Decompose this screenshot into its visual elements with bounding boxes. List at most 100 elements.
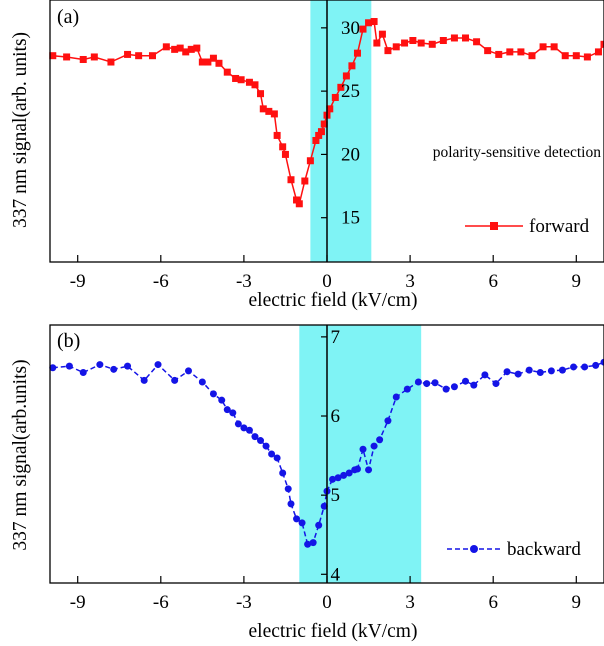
- panel-b-data-point: [293, 515, 301, 523]
- panel-a-data-point: [265, 107, 273, 115]
- panel-b-data-point: [600, 358, 604, 366]
- panel-a-data-point: [187, 45, 195, 53]
- panel-b-data-point: [345, 469, 353, 477]
- panel-a-data-point: [245, 78, 253, 86]
- panel-b-data-point: [268, 450, 276, 458]
- panel-b-data-point: [223, 406, 231, 414]
- panel-a-data-point: [373, 39, 381, 47]
- panel-b-data-point: [581, 363, 589, 371]
- panel-a-annotation: polarity-sensitive detection: [433, 144, 602, 161]
- panel-a-legend: forward: [465, 216, 590, 237]
- panel-b-data-point: [503, 368, 511, 376]
- panel-b-data-point: [450, 383, 458, 391]
- panel-b-data-point: [154, 361, 162, 369]
- panel-a-data-point: [506, 48, 514, 56]
- panel-a-data-point: [90, 53, 98, 61]
- panel-a: -9 -6 -3 0 3 6 9 15 20 25 30 (a) polarity-sensiti…: [10, 0, 604, 311]
- panel-a-data-point: [257, 90, 265, 98]
- panel-a-data-point: [495, 50, 503, 58]
- panel-a-x-axis-title: electric field (kV/cm): [249, 290, 418, 311]
- panel-b-data-point: [273, 454, 281, 462]
- panel-a-x-tick-label: 9: [572, 271, 582, 292]
- panel-b-data-point: [353, 465, 361, 473]
- panel-b-legend-label: backward: [507, 539, 581, 560]
- panel-a-x-tick-label: 0: [322, 271, 332, 292]
- panel-b-data-point: [110, 365, 118, 373]
- panel-a-y-tick-label: 25: [341, 81, 360, 102]
- panel-a-data-point: [326, 105, 334, 113]
- panel-a-y-ticks: 15 20 25 30: [321, 18, 360, 229]
- panel-a-data-point: [295, 200, 303, 208]
- panel-b-data-point: [240, 424, 248, 432]
- panel-a-data-point: [317, 128, 325, 136]
- panel-b-data-point: [309, 539, 317, 547]
- panel-a-data-point: [209, 54, 217, 62]
- panel-b-data-point: [536, 368, 544, 376]
- panel-a-data-point: [293, 196, 301, 204]
- panel-b-x-tick-label: 6: [488, 592, 498, 613]
- panel-a-data-point: [232, 74, 240, 82]
- panel-b-data-point: [304, 540, 312, 548]
- panel-b: -9 -6 -3 0 3 6 9 4 5 6 7 (b) backward electric fi…: [10, 324, 604, 642]
- panel-a-x-ticks: -9 -6 -3 0 3 6 9: [70, 255, 581, 292]
- panel-b-data-point: [423, 380, 431, 388]
- panel-b-markers: [49, 358, 604, 548]
- panel-a-y-tick-label: 15: [341, 208, 360, 229]
- panel-b-y-tick-label: 4: [331, 564, 341, 585]
- panel-b-data-point: [470, 381, 478, 389]
- panel-a-data-point: [539, 43, 547, 51]
- panel-b-data-point: [198, 378, 206, 386]
- panel-b-data-point: [359, 445, 367, 453]
- panel-a-data-point: [428, 40, 436, 48]
- panel-b-data-point: [124, 362, 132, 370]
- panel-b-data-point: [298, 519, 306, 527]
- panel-a-data-point: [365, 19, 373, 27]
- panel-b-data-point: [514, 370, 522, 378]
- panel-b-data-point: [320, 502, 328, 510]
- panel-a-data-point: [337, 83, 345, 91]
- panel-b-data-point: [209, 390, 217, 398]
- panel-b-data-point: [140, 376, 148, 384]
- panel-b-data-point: [229, 409, 237, 417]
- panel-a-data-point: [148, 52, 156, 60]
- panel-a-data-point: [594, 48, 602, 56]
- panel-b-data-point: [365, 466, 373, 474]
- panel-a-data-point: [63, 53, 71, 61]
- panel-b-data-point: [171, 376, 179, 384]
- panel-a-data-point: [273, 131, 281, 139]
- panel-a-data-point: [473, 38, 481, 46]
- panel-a-data-point: [384, 47, 392, 55]
- panel-a-data-point: [281, 150, 289, 158]
- panel-b-data-point: [403, 385, 411, 393]
- panel-a-data-point: [315, 131, 323, 139]
- panel-b-data-point: [570, 363, 578, 371]
- panel-b-data-point: [65, 362, 73, 370]
- panel-a-data-point: [462, 34, 469, 42]
- panel-b-y-axis-title: 337 nm signal(arb.units): [10, 359, 31, 550]
- panel-a-data-point: [517, 48, 525, 56]
- panel-b-y-tick-label: 6: [331, 406, 341, 427]
- panel-a-data-point: [223, 68, 231, 76]
- panel-a-data-point: [320, 120, 328, 128]
- panel-a-x-tick-label: 6: [488, 271, 498, 292]
- panel-a-data-point: [561, 52, 569, 60]
- panel-a-data-point: [237, 76, 245, 84]
- panel-a-data-point: [528, 52, 536, 60]
- panel-b-data-point: [96, 361, 104, 369]
- panel-a-markers: [49, 18, 604, 208]
- panel-b-data-point: [79, 368, 87, 376]
- panel-b-data-point: [414, 378, 422, 386]
- panel-a-data-point: [409, 37, 417, 45]
- panel-b-data-point: [262, 442, 270, 450]
- panel-a-data-point: [439, 37, 447, 45]
- panel-b-data-point: [185, 367, 192, 375]
- panel-a-y-axis-title: 337 nm signal(arb. units): [10, 32, 31, 228]
- panel-a-data-point: [331, 93, 339, 101]
- panel-b-legend-marker: [470, 545, 478, 553]
- panel-a-data-point: [171, 45, 179, 53]
- panel-a-data-point: [359, 25, 367, 33]
- panel-b-label: (b): [57, 330, 80, 352]
- panel-a-data-point: [312, 136, 320, 144]
- panel-b-x-ticks: -9 -6 -3 0 3 6 9: [70, 576, 581, 613]
- panel-a-data-point: [348, 62, 356, 70]
